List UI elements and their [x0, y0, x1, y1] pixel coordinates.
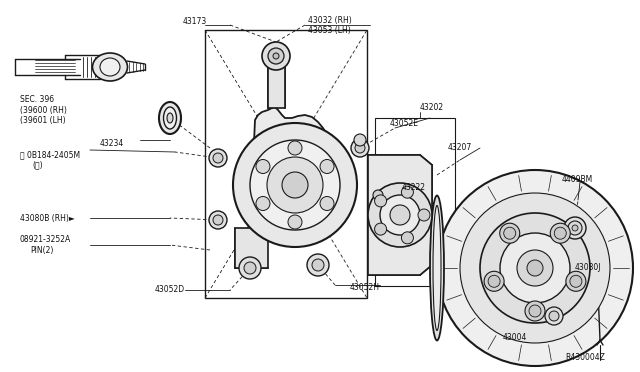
Circle shape	[568, 221, 582, 235]
Text: (Ⓑ): (Ⓑ)	[32, 160, 43, 170]
Text: 43173: 43173	[183, 17, 207, 26]
Text: 43080J: 43080J	[575, 263, 602, 273]
Text: 43052E: 43052E	[390, 119, 419, 128]
Circle shape	[256, 160, 270, 173]
Circle shape	[484, 271, 504, 291]
Circle shape	[250, 140, 340, 230]
Circle shape	[549, 311, 559, 321]
Polygon shape	[368, 155, 432, 275]
Text: 43234: 43234	[100, 138, 124, 148]
Circle shape	[256, 196, 270, 211]
Polygon shape	[235, 228, 268, 268]
Text: (39600 (RH): (39600 (RH)	[20, 106, 67, 115]
Circle shape	[390, 205, 410, 225]
Text: 43052D: 43052D	[155, 285, 185, 295]
Circle shape	[550, 223, 570, 243]
Circle shape	[418, 209, 430, 221]
Circle shape	[525, 301, 545, 321]
Bar	[205, 30, 367, 298]
Circle shape	[373, 190, 383, 200]
Text: R430004Z: R430004Z	[565, 353, 605, 362]
Circle shape	[504, 227, 516, 239]
Circle shape	[460, 193, 610, 343]
Circle shape	[570, 275, 582, 287]
Circle shape	[213, 153, 223, 163]
Polygon shape	[268, 60, 285, 108]
Circle shape	[307, 254, 329, 276]
Circle shape	[554, 227, 566, 239]
Circle shape	[355, 143, 365, 153]
Ellipse shape	[93, 53, 127, 81]
Circle shape	[213, 215, 223, 225]
Text: Ⓑ 0B184-2405M: Ⓑ 0B184-2405M	[20, 151, 80, 160]
Circle shape	[268, 48, 284, 64]
Text: 43202: 43202	[420, 103, 444, 112]
Circle shape	[267, 157, 323, 213]
Text: 43207: 43207	[448, 144, 472, 153]
Circle shape	[320, 160, 334, 173]
Ellipse shape	[430, 196, 444, 340]
Circle shape	[564, 217, 586, 239]
Circle shape	[209, 211, 227, 229]
Circle shape	[545, 307, 563, 325]
Circle shape	[288, 215, 302, 229]
Circle shape	[239, 257, 261, 279]
Ellipse shape	[167, 113, 173, 123]
Text: 43080B (RH)►: 43080B (RH)►	[20, 214, 75, 222]
Circle shape	[351, 139, 369, 157]
Circle shape	[233, 123, 357, 247]
Circle shape	[262, 42, 290, 70]
Ellipse shape	[100, 58, 120, 76]
Ellipse shape	[433, 205, 441, 330]
Circle shape	[572, 225, 578, 231]
Circle shape	[480, 213, 590, 323]
Circle shape	[209, 149, 227, 167]
Text: PIN(2): PIN(2)	[30, 246, 53, 254]
Ellipse shape	[163, 107, 177, 129]
Polygon shape	[250, 107, 338, 232]
Circle shape	[437, 170, 633, 366]
Ellipse shape	[159, 102, 181, 134]
Text: 43052H: 43052H	[350, 283, 380, 292]
Text: 08921-3252A: 08921-3252A	[20, 235, 71, 244]
Text: 43222: 43222	[402, 183, 426, 192]
Circle shape	[500, 233, 570, 303]
Circle shape	[288, 141, 302, 155]
Circle shape	[244, 262, 256, 274]
Text: 4409BM: 4409BM	[562, 176, 593, 185]
Circle shape	[401, 186, 413, 198]
Bar	[375, 118, 455, 286]
Text: 43053 (LH): 43053 (LH)	[308, 26, 351, 35]
Circle shape	[312, 259, 324, 271]
Text: 43004: 43004	[503, 334, 527, 343]
Circle shape	[380, 195, 420, 235]
Text: (39601 (LH): (39601 (LH)	[20, 115, 66, 125]
Circle shape	[529, 305, 541, 317]
Circle shape	[401, 232, 413, 244]
Text: 43032 (RH): 43032 (RH)	[308, 16, 352, 25]
Circle shape	[368, 183, 432, 247]
Circle shape	[320, 196, 334, 211]
Circle shape	[374, 223, 387, 235]
Circle shape	[273, 53, 279, 59]
Circle shape	[566, 271, 586, 291]
Circle shape	[517, 250, 553, 286]
Circle shape	[527, 260, 543, 276]
Circle shape	[374, 195, 387, 207]
Circle shape	[354, 134, 366, 146]
Circle shape	[500, 223, 520, 243]
Circle shape	[488, 275, 500, 287]
Circle shape	[282, 172, 308, 198]
Text: SEC. 396: SEC. 396	[20, 96, 54, 105]
